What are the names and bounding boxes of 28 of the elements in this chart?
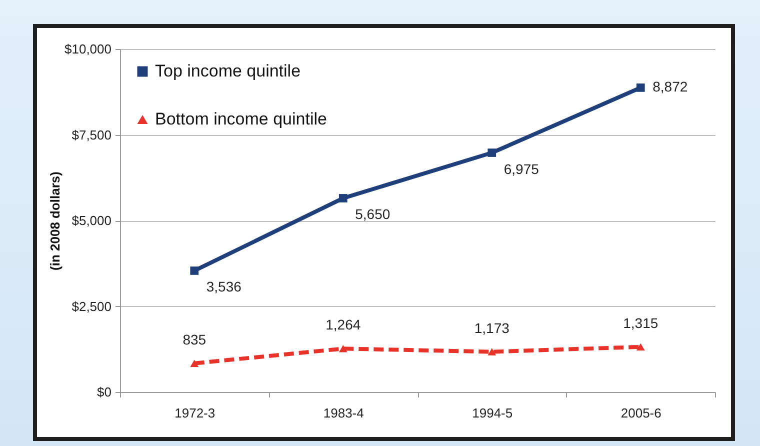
y-tick-label: $10,000 (64, 42, 112, 56)
data-label: 1,173 (474, 320, 510, 336)
point (338, 194, 348, 202)
y-tick-label: $0 (97, 384, 112, 400)
point (488, 148, 496, 157)
legend-label: Top income quintile (155, 62, 301, 80)
point (488, 348, 496, 356)
data-label: 835 (182, 331, 206, 348)
point (190, 360, 199, 367)
data-label: 5,650 (355, 206, 390, 222)
data-label: 6,975 (504, 160, 540, 177)
x-tick-label: 2005-6 (620, 406, 662, 420)
y-tick-label: $2,500 (72, 298, 112, 314)
legend-label: Bottom income quintile (155, 110, 327, 128)
point (190, 266, 199, 275)
point (338, 345, 348, 352)
x-tick-label: 1972-3 (174, 406, 216, 420)
point (636, 343, 645, 351)
data-label: 1,264 (326, 316, 361, 333)
y-axis-title: (in 2008 dollars) (48, 172, 63, 270)
data-label: 8,872 (652, 78, 688, 95)
x-tick-label: 1983-4 (323, 406, 364, 420)
point (636, 84, 645, 92)
data-label: 3,536 (206, 278, 242, 295)
data-label: 1,315 (623, 314, 658, 331)
x-tick-label: 1994-5 (472, 406, 513, 420)
y-tick-label: $5,000 (72, 213, 112, 228)
y-tick-label: $7,500 (72, 127, 112, 142)
